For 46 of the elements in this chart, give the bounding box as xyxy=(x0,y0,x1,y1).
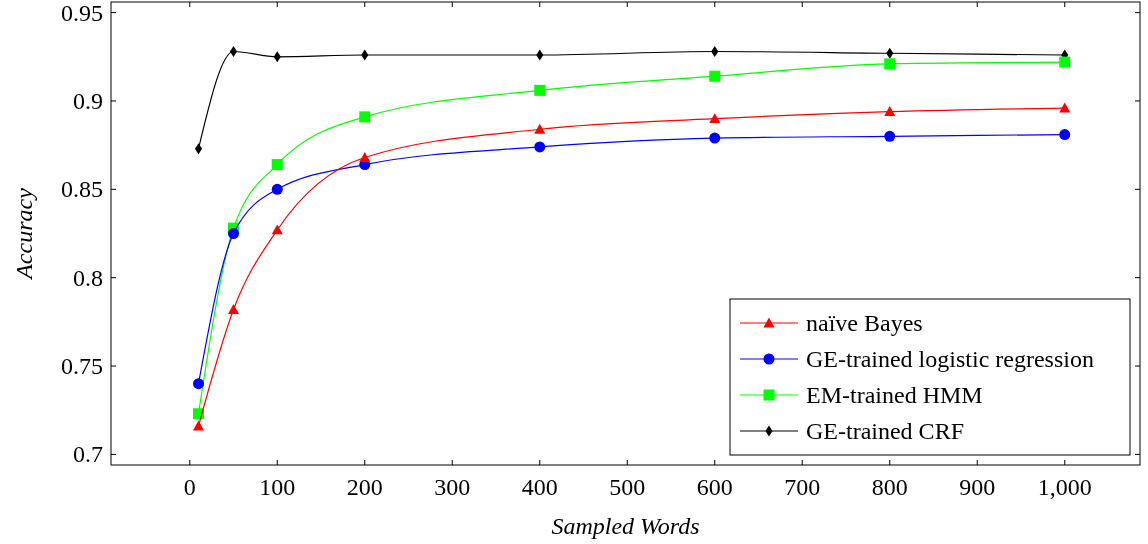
y-tick-label: 0.95 xyxy=(61,0,103,26)
x-tick-label: 700 xyxy=(784,474,821,500)
point xyxy=(534,141,546,153)
x-tick-label: 900 xyxy=(959,474,996,500)
point xyxy=(193,378,204,390)
point xyxy=(534,84,546,96)
x-tick-label: 100 xyxy=(259,474,296,500)
point xyxy=(709,132,721,144)
point xyxy=(228,303,239,314)
point xyxy=(359,152,371,162)
point xyxy=(534,123,546,134)
point xyxy=(194,143,203,155)
point xyxy=(1059,129,1071,141)
y-tick-label: 0.9 xyxy=(73,87,103,114)
point xyxy=(359,111,371,123)
legend-label: naïve Bayes xyxy=(806,310,923,336)
x-tick-label: 200 xyxy=(346,474,383,500)
x-tick-label: 500 xyxy=(609,474,646,500)
point xyxy=(884,106,896,116)
x-tick-label: 1,000 xyxy=(1037,474,1092,500)
point xyxy=(228,228,239,239)
y-tick-label: 0.75 xyxy=(61,353,103,380)
y-tick-label: 0.8 xyxy=(73,264,103,291)
x-tick-label: 400 xyxy=(521,474,558,500)
x-tick-label: 0 xyxy=(183,474,196,500)
point xyxy=(709,70,721,82)
point xyxy=(1059,102,1071,113)
legend-label: GE-trained CRF xyxy=(806,418,964,444)
point xyxy=(1059,56,1071,68)
point xyxy=(709,113,721,124)
y-tick-label: 0.85 xyxy=(61,176,103,203)
point xyxy=(193,420,204,431)
x-axis-title: Sampled Words xyxy=(551,513,700,539)
point xyxy=(884,130,896,142)
x-tick-label: 600 xyxy=(696,474,733,500)
x-tick-label: 300 xyxy=(434,474,471,500)
point xyxy=(271,224,283,235)
x-tick-label: 800 xyxy=(871,474,908,500)
point xyxy=(271,183,283,195)
point xyxy=(884,58,896,70)
legend-label: GE-trained logistic regression xyxy=(806,346,1094,372)
legend-label: EM-trained HMM xyxy=(806,382,983,408)
y-tick-label: 0.7 xyxy=(73,441,103,468)
point xyxy=(229,45,238,57)
y-axis-title: Accuracy xyxy=(11,187,37,281)
point xyxy=(271,159,283,171)
